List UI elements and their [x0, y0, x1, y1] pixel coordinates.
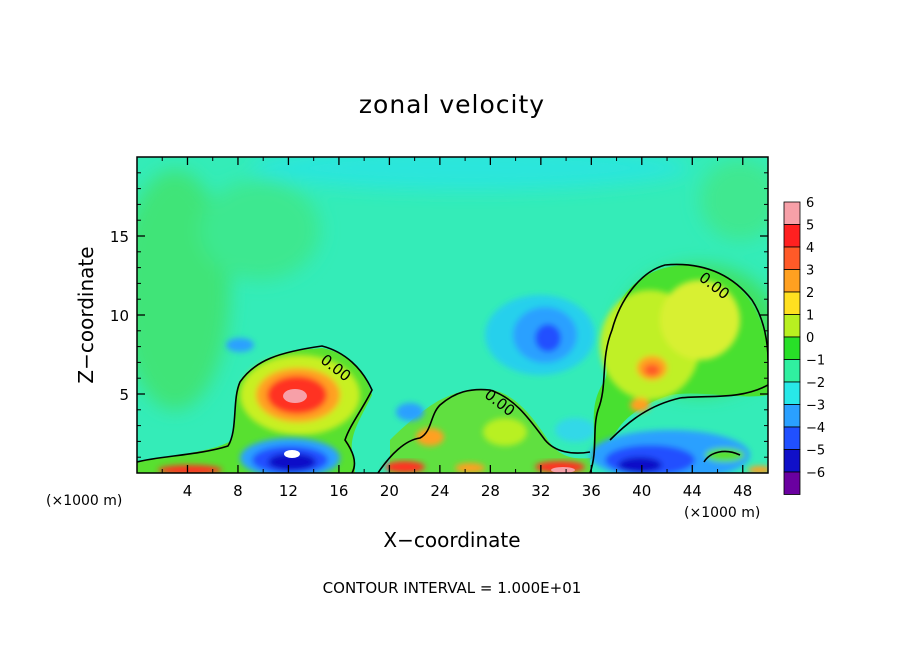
colorbar-swatch	[783, 224, 801, 248]
pos-orange-right2	[630, 398, 650, 412]
x-tick-label: 32	[531, 482, 550, 500]
neg-surface-right-core	[618, 457, 662, 473]
x-tick-label: 24	[430, 482, 449, 500]
colorbar: 6 5 4 3 2 1 0 −1 −2 −3 −4 −5 −6	[783, 196, 825, 495]
neg-blob-left-small	[226, 338, 254, 352]
pink-streak	[551, 467, 575, 473]
neg-blob-low	[396, 403, 424, 421]
white-spot-left	[284, 450, 300, 458]
pos-bump-mid2	[483, 418, 527, 446]
x-tick-label: 4	[183, 482, 193, 500]
colorbar-label: −2	[806, 376, 825, 391]
colorbar-swatch	[783, 269, 801, 293]
red-streak-2	[385, 461, 425, 473]
field-left-green2	[200, 180, 320, 280]
colorbar-swatch	[783, 449, 801, 473]
colorbar-label: 0	[806, 331, 814, 346]
pos-red-right	[644, 364, 660, 376]
x-tick-label: 36	[582, 482, 601, 500]
colorbar-label: −1	[806, 354, 825, 369]
y-tick-label: 10	[110, 307, 129, 325]
x-axis-ticks: 4 8 12 16 20 24 28 32 36 40 44 48	[161, 157, 752, 500]
y-tick-label: 5	[119, 386, 129, 404]
zero-contour-right	[589, 263, 768, 473]
x-tick-label: 48	[733, 482, 752, 500]
neg-surface-left-core	[268, 453, 316, 471]
neg-blob-low2	[555, 418, 595, 442]
pos-pink-left	[283, 389, 307, 403]
x-unit-left: (×1000 m)	[46, 493, 122, 509]
zero-contour-right-low	[609, 384, 768, 441]
x-axis-label: X−coordinate	[383, 528, 520, 552]
colorbar-swatch	[783, 314, 801, 338]
field-upper-band	[250, 157, 690, 190]
zero-contour-small	[703, 450, 741, 463]
contour-interval-note: CONTOUR INTERVAL = 1.000E+01	[323, 579, 582, 597]
red-streak-5	[748, 466, 768, 473]
colorbar-label: 4	[806, 241, 814, 256]
colorbar-swatch	[783, 201, 801, 225]
y-axis-label: Z−coordinate	[74, 246, 98, 383]
colorbar-label: 6	[806, 196, 814, 211]
colorbar-swatch	[783, 381, 801, 405]
x-tick-label: 8	[233, 482, 243, 500]
x-tick-label: 40	[632, 482, 651, 500]
colorbar-swatch	[783, 404, 801, 428]
colorbar-label: −3	[806, 399, 825, 414]
colorbar-label: 2	[806, 286, 814, 301]
y-tick-label: 15	[110, 228, 129, 246]
colorbar-label: 1	[806, 309, 814, 324]
colorbar-label: 3	[806, 264, 814, 279]
colorbar-label: 5	[806, 219, 814, 234]
colorbar-label: −4	[806, 421, 825, 436]
x-tick-label: 12	[279, 482, 298, 500]
pos-bump-mid1	[416, 428, 444, 446]
x-tick-label: 28	[481, 482, 500, 500]
y-axis-ticks: 5 10 15	[110, 172, 768, 458]
plot-field	[137, 157, 768, 473]
colorbar-label: −6	[806, 466, 825, 481]
chart-title: zonal velocity	[359, 90, 545, 119]
zero-contour-left	[137, 345, 373, 473]
neg-blob-mid-core	[535, 324, 561, 352]
x-unit-right: (×1000 m)	[684, 505, 760, 521]
x-tick-label: 44	[683, 482, 702, 500]
colorbar-swatch	[783, 291, 801, 315]
pos-patch-far-right	[705, 448, 745, 462]
colorbar-swatch	[783, 471, 801, 495]
red-streak-1	[158, 465, 222, 473]
colorbar-swatch	[783, 336, 801, 360]
orange-streak-4	[455, 463, 485, 473]
colorbar-swatch	[783, 246, 801, 270]
field-right-top	[700, 160, 768, 240]
pos-yellow-right2	[660, 280, 740, 360]
x-tick-label: 16	[329, 482, 348, 500]
x-tick-label: 20	[380, 482, 399, 500]
colorbar-swatch	[783, 359, 801, 383]
colorbar-label: −5	[806, 444, 825, 459]
colorbar-swatch	[783, 426, 801, 450]
zero-contour-mid	[377, 388, 591, 473]
